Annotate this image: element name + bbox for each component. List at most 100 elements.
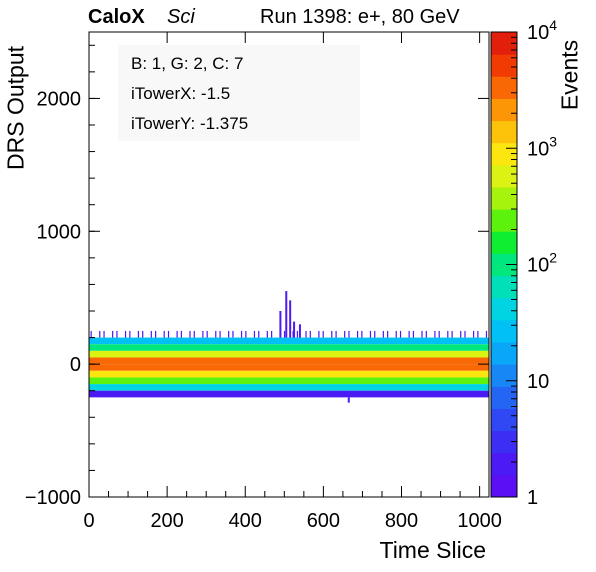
heatmap-cell — [285, 291, 288, 338]
colorbar-segment — [491, 187, 517, 210]
heatmap-cell — [347, 397, 350, 403]
x-tick-label: 0 — [83, 510, 94, 532]
colorbar-tick-label: 102 — [527, 250, 557, 277]
heatmap-cell — [438, 330, 440, 338]
heatmap-cell — [451, 330, 453, 338]
heatmap-cell — [395, 330, 397, 338]
heatmap-cell — [387, 330, 389, 338]
heatmap-cell — [279, 330, 281, 338]
colorbar-segment — [491, 430, 517, 454]
heatmap-band — [89, 384, 489, 391]
heatmap-cell — [331, 330, 333, 338]
heatmap-cell — [460, 330, 462, 338]
heatmap-cell — [193, 330, 195, 338]
colorbar-tick-label: 1 — [527, 487, 538, 509]
heatmap-cell — [206, 330, 208, 338]
y-tick-label: −1000 — [25, 487, 81, 509]
heatmap-cell — [167, 330, 170, 338]
colorbar-segment — [491, 386, 517, 409]
colorbar-segment — [491, 253, 517, 277]
heatmap-band — [89, 344, 489, 351]
heatmap-cell — [335, 330, 337, 338]
heatmap-cell — [464, 330, 466, 338]
colorbar-segment — [491, 231, 517, 254]
heatmap-cell — [425, 330, 427, 338]
x-axis-title: Time Slice — [379, 537, 487, 563]
heatmap-cell — [142, 330, 144, 338]
colorbar-segment — [491, 32, 517, 55]
z-axis-title: Events — [556, 39, 583, 111]
heatmap-cell — [344, 330, 346, 338]
heatmap-cell — [296, 330, 299, 338]
colorbar-segment — [491, 319, 517, 343]
heatmap-band — [89, 357, 489, 365]
colorbar-segment — [491, 76, 517, 99]
brand-label: CaloX — [88, 6, 145, 28]
colorbar-segment — [491, 342, 517, 365]
info-itowerx: iTowerX: -1.5 — [131, 84, 231, 103]
heatmap-cell — [318, 330, 320, 338]
heatmap-cell — [421, 330, 423, 338]
heatmap-cell — [245, 330, 247, 338]
heatmap-cell — [271, 330, 273, 338]
heatmap-cell — [112, 330, 114, 338]
heatmap-cell — [90, 330, 92, 338]
heatmap-cell — [382, 330, 384, 338]
heatmap-cell — [369, 330, 372, 338]
heatmap-cell — [150, 330, 152, 338]
heatmap-cell — [258, 330, 260, 338]
info-itowery: iTowerY: -1.375 — [131, 114, 249, 133]
heatmap-cell — [434, 330, 436, 338]
heatmap-cell — [298, 324, 301, 338]
heatmap-cell — [412, 330, 415, 338]
heatmap-band — [89, 350, 489, 358]
x-tick-label: 1000 — [457, 510, 502, 532]
heatmap-cell — [253, 330, 256, 338]
heatmap-cell — [292, 330, 294, 338]
colorbar-tick-label: 103 — [527, 133, 557, 160]
info-box-background — [118, 45, 360, 141]
heatmap-cell — [103, 330, 105, 338]
heatmap-cell — [293, 321, 296, 338]
heatmap-cell — [129, 330, 131, 338]
colorbar-segment — [491, 54, 517, 77]
heatmap-cell — [202, 330, 204, 338]
x-tick-label: 800 — [385, 510, 418, 532]
heatmap-cell — [399, 330, 402, 338]
heatmap-cell — [228, 330, 230, 338]
heatmap-cell — [283, 330, 286, 338]
y-tick-label: 0 — [70, 354, 81, 376]
heatmap-cell — [485, 330, 488, 338]
heatmap-cell — [163, 330, 165, 338]
heatmap-band — [89, 377, 489, 385]
y-tick-label: 2000 — [37, 88, 82, 110]
heatmap-band — [89, 364, 489, 371]
heatmap-cell — [289, 300, 292, 338]
heatmap-cell — [232, 330, 234, 338]
heatmap-cell — [348, 330, 350, 338]
heatmap-cell — [305, 330, 307, 338]
heatmap-cell — [322, 330, 324, 338]
heatmap-cell — [374, 330, 376, 338]
brand-subtitle: Sci — [167, 6, 195, 28]
heatmap-cell — [124, 330, 127, 338]
x-tick-label: 400 — [229, 510, 262, 532]
colorbar-segment — [491, 364, 517, 387]
heatmap-cell — [447, 330, 449, 338]
heatmap-cell — [408, 330, 410, 338]
heatmap-cell — [116, 330, 118, 338]
colorbar-segment — [491, 120, 517, 144]
x-tick-label: 200 — [150, 510, 183, 532]
y-axis-title: DRS Output — [2, 46, 29, 170]
heatmap-cell — [219, 330, 221, 338]
colorbar-tick-label: 10 — [527, 371, 549, 393]
heatmap-cell — [279, 311, 282, 338]
heatmap-cell — [266, 330, 268, 338]
heatmap-cell — [176, 330, 178, 338]
heatmap-band — [89, 370, 489, 378]
heatmap-cell — [189, 330, 191, 338]
info-board-group-channel: B: 1, G: 2, C: 7 — [131, 54, 244, 73]
heatmap-cell — [99, 330, 101, 338]
heatmap-cell — [215, 330, 217, 338]
colorbar-segment — [491, 164, 517, 188]
